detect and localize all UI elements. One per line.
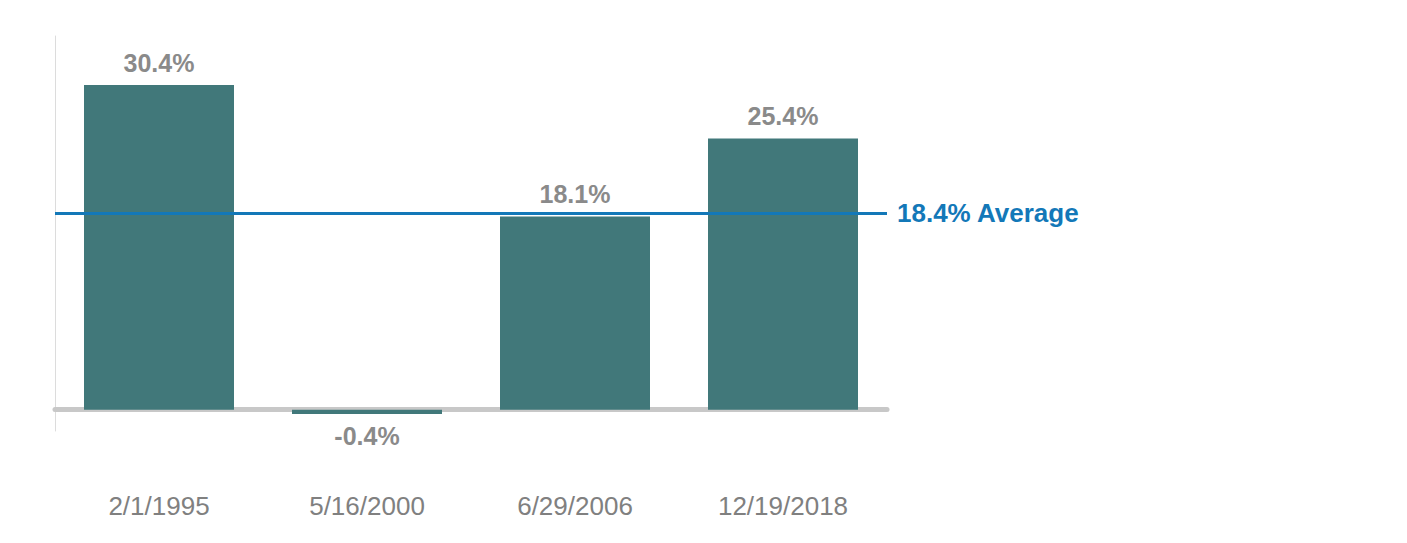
svg-text:2/1/1995: 2/1/1995 (108, 491, 209, 521)
svg-text:6/29/2006: 6/29/2006 (517, 491, 633, 521)
svg-text:25.4%: 25.4% (748, 102, 819, 130)
svg-text:-0.4%: -0.4% (334, 422, 399, 450)
svg-text:18.1%: 18.1% (540, 180, 611, 208)
svg-text:30.4%: 30.4% (124, 49, 195, 77)
svg-text:18.4% Average: 18.4% Average (897, 198, 1079, 228)
svg-text:5/16/2000: 5/16/2000 (309, 491, 425, 521)
svg-text:12/19/2018: 12/19/2018 (718, 491, 848, 521)
